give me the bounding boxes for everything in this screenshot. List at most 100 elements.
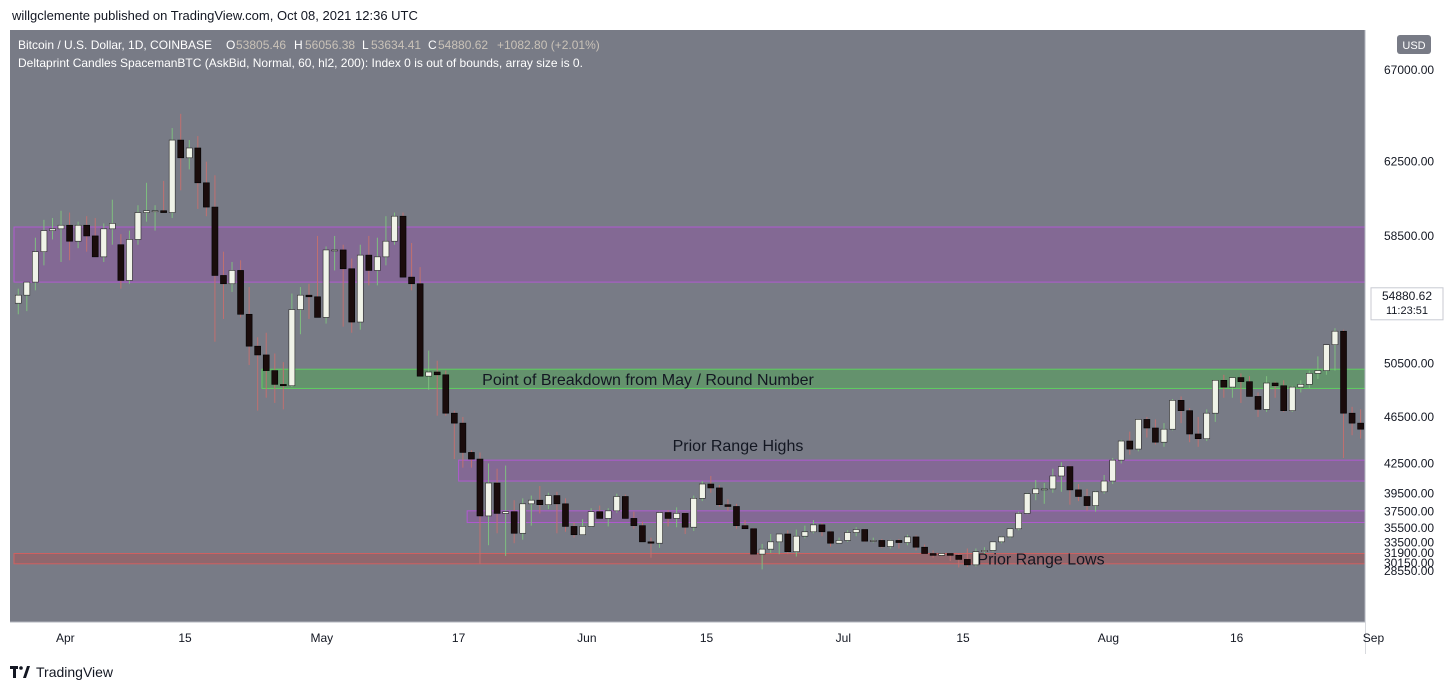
- candle-bull: [1306, 373, 1313, 385]
- candle-bear: [827, 531, 834, 544]
- candle-bull: [502, 511, 509, 514]
- currency-badge[interactable]: USD: [1397, 35, 1431, 54]
- x-axis-ticks: Apr15May17Jun15Jul15Aug16Sep15Oct18: [56, 631, 1384, 645]
- candle-bear: [724, 504, 732, 507]
- candle-bear: [254, 345, 261, 356]
- candle-bear: [66, 224, 73, 242]
- candle-bull: [852, 529, 860, 533]
- candle-bull: [1203, 412, 1211, 440]
- candle-bear: [895, 540, 903, 543]
- candle-bull: [1023, 493, 1031, 514]
- legend-open-label: O: [226, 38, 235, 52]
- candle-bear: [468, 452, 475, 460]
- tradingview-logo-icon: [10, 666, 30, 678]
- candle-bear: [1194, 433, 1202, 440]
- candle-bull: [1160, 428, 1168, 443]
- candle-bull: [485, 482, 492, 517]
- candle-bear: [1357, 422, 1364, 430]
- candle-bull: [100, 228, 108, 258]
- candle-bull: [425, 371, 432, 377]
- candle-bull: [1297, 384, 1305, 388]
- candle-bull: [1109, 459, 1116, 482]
- last-price: 54880.62: [1382, 289, 1432, 303]
- candle-bear: [399, 215, 407, 278]
- candle-bear: [741, 525, 749, 530]
- candle-bull: [391, 215, 398, 242]
- candle-bull: [1032, 488, 1040, 494]
- legend-change: +1082.80 (+2.01%): [497, 38, 600, 52]
- candle-bear: [160, 210, 167, 213]
- candle-bull: [579, 526, 586, 536]
- footer: TradingView: [10, 664, 113, 680]
- candle-bull: [869, 540, 877, 542]
- candle-bear: [639, 525, 646, 543]
- y-tick-label: 67000.00: [1384, 63, 1434, 77]
- candle-bull: [23, 281, 31, 296]
- candle-bear: [117, 244, 125, 281]
- candle-bear: [271, 370, 279, 385]
- candle-bull: [801, 531, 809, 537]
- candle-bear: [1340, 330, 1347, 414]
- candle-bear: [1246, 381, 1253, 397]
- chart-container[interactable]: Point of Breakdown from May / Round Numb…: [10, 30, 1456, 654]
- y-tick-label: 33500.00: [1384, 536, 1434, 550]
- candle-bull: [185, 147, 193, 159]
- candle-bear: [878, 540, 886, 547]
- candle-bear: [664, 512, 672, 519]
- candle-bear: [681, 513, 689, 528]
- candle-bull: [297, 294, 304, 310]
- footer-brand: TradingView: [36, 664, 114, 680]
- candle-bear: [946, 553, 954, 556]
- candle-bull: [698, 483, 706, 499]
- candle-bull: [673, 513, 680, 519]
- y-tick-label: 37500.00: [1384, 505, 1434, 519]
- price-axis[interactable]: [1365, 30, 1450, 654]
- candle-bear: [1083, 496, 1091, 506]
- candle-bear: [305, 294, 313, 298]
- candle-bull: [288, 309, 296, 387]
- candle-bear: [83, 224, 90, 237]
- candle-bull: [1040, 488, 1048, 491]
- candle-bull: [1117, 440, 1125, 461]
- y-tick-label: 62500.00: [1384, 155, 1434, 169]
- candle-bear: [570, 526, 578, 536]
- candle-bull: [49, 228, 56, 231]
- candle-bear: [553, 495, 561, 505]
- y-tick-label: 28550.00: [1384, 564, 1434, 578]
- candle-bull: [613, 496, 621, 512]
- candle-bull: [1006, 528, 1014, 538]
- candle-bear: [365, 254, 373, 271]
- candle-bear: [348, 268, 356, 323]
- candle-bear: [784, 533, 792, 552]
- x-tick-label: Jun: [577, 631, 596, 645]
- candle-bull: [844, 532, 851, 541]
- candle-bull: [143, 210, 150, 213]
- currency-label: USD: [1402, 40, 1425, 52]
- candle-bull: [998, 536, 1005, 543]
- candle-bull: [14, 294, 22, 304]
- last-price-box: 54880.62 11:23:51: [1370, 287, 1444, 321]
- candle-bull: [134, 212, 142, 240]
- legend-low-label: L: [362, 38, 369, 52]
- candle-bear: [630, 518, 638, 526]
- candle-bull: [32, 251, 39, 283]
- candle-bull: [887, 540, 894, 547]
- candle-bull: [109, 223, 116, 230]
- candle-bull: [382, 240, 390, 258]
- candle-bull: [331, 249, 338, 252]
- y-axis-ticks: 28550.0030150.0031900.0033500.0035500.00…: [1384, 63, 1434, 578]
- candle-bull: [758, 548, 766, 555]
- legend-high-value: 56056.38: [305, 38, 355, 52]
- candle-bear: [1177, 400, 1185, 411]
- time-axis[interactable]: [10, 622, 1365, 654]
- candle-bear: [716, 487, 723, 505]
- price-chart[interactable]: Point of Breakdown from May / Round Numb…: [10, 30, 1456, 654]
- candle-bear: [220, 275, 227, 285]
- candle-bear: [929, 553, 937, 556]
- legend-low-value: 53634.41: [371, 38, 421, 52]
- candle-bull: [1100, 480, 1108, 493]
- candle-bull: [1092, 491, 1099, 506]
- legend-close-value: 54880.62: [438, 38, 488, 52]
- candle-bull: [793, 535, 800, 552]
- x-tick-label: May: [310, 631, 333, 645]
